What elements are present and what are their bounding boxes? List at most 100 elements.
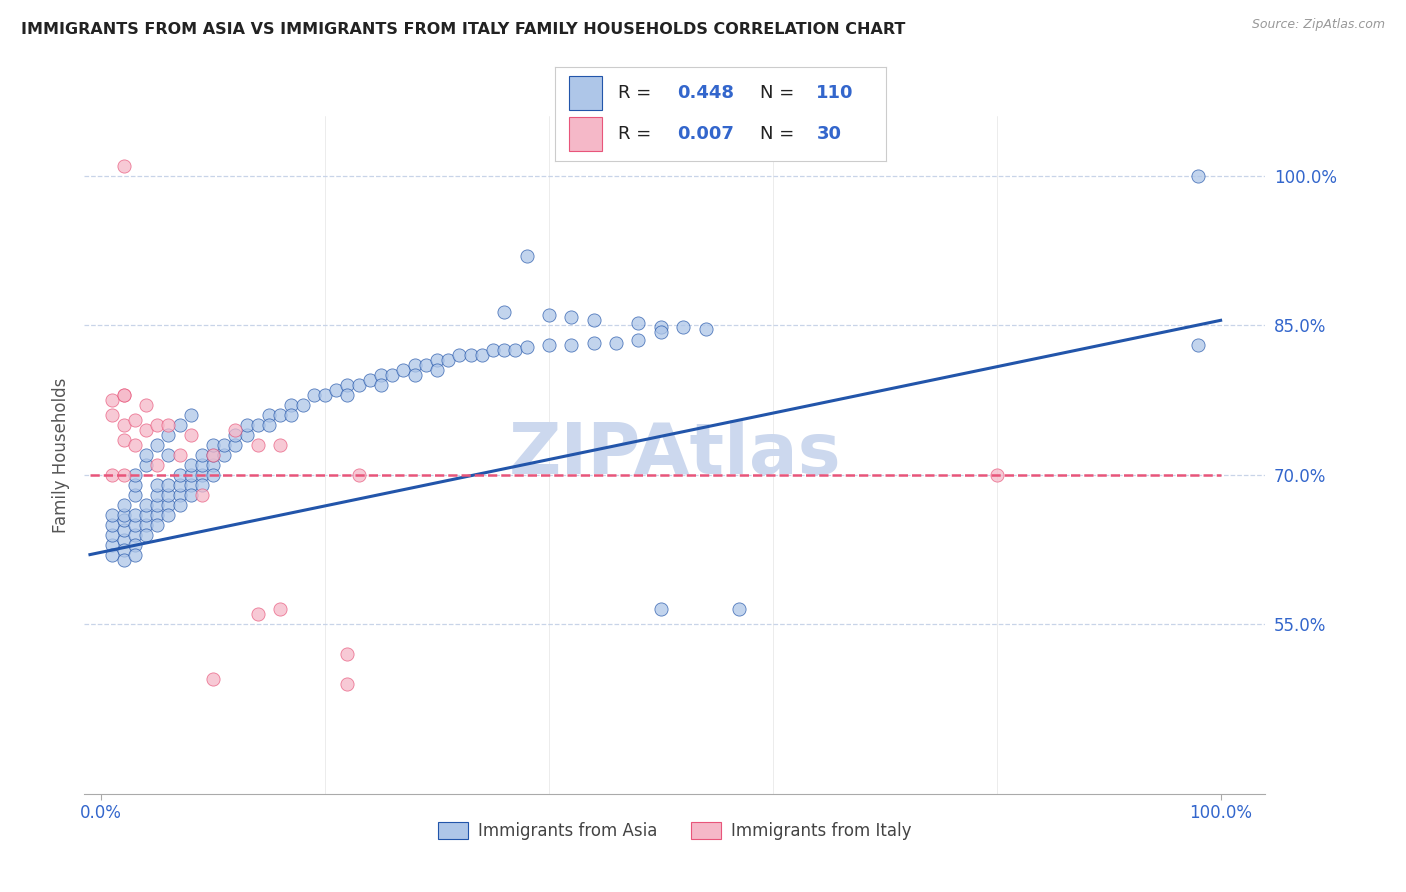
Point bbox=[169, 488, 191, 502]
Point bbox=[157, 488, 180, 502]
Point bbox=[124, 488, 146, 502]
Point bbox=[851, 887, 873, 892]
Point bbox=[135, 398, 157, 412]
Point bbox=[325, 383, 347, 397]
Point bbox=[112, 498, 135, 512]
Point bbox=[124, 527, 146, 541]
Point bbox=[392, 363, 415, 377]
Point bbox=[437, 353, 460, 368]
Point bbox=[169, 467, 191, 482]
Point bbox=[146, 478, 169, 492]
Y-axis label: Family Households: Family Households bbox=[52, 377, 70, 533]
Point bbox=[191, 488, 214, 502]
Point bbox=[460, 348, 482, 362]
Point bbox=[135, 517, 157, 532]
Point bbox=[191, 448, 214, 462]
Point bbox=[146, 417, 169, 432]
Point bbox=[124, 517, 146, 532]
Point bbox=[650, 320, 672, 334]
Point bbox=[214, 448, 236, 462]
Point bbox=[257, 408, 280, 422]
Text: N =: N = bbox=[761, 126, 800, 144]
Text: Source: ZipAtlas.com: Source: ZipAtlas.com bbox=[1251, 18, 1385, 31]
Point bbox=[112, 433, 135, 447]
Point bbox=[347, 378, 370, 392]
Point bbox=[101, 548, 124, 562]
Point bbox=[202, 438, 225, 452]
Point bbox=[449, 348, 471, 362]
Point bbox=[112, 508, 135, 522]
Point bbox=[359, 373, 381, 387]
Point bbox=[169, 498, 191, 512]
Point bbox=[191, 478, 214, 492]
Point bbox=[146, 498, 169, 512]
Text: R =: R = bbox=[619, 84, 657, 102]
Point bbox=[605, 336, 627, 351]
Point bbox=[112, 523, 135, 537]
Point bbox=[336, 677, 359, 691]
Text: 0.448: 0.448 bbox=[678, 84, 734, 102]
Point bbox=[157, 498, 180, 512]
Point bbox=[471, 348, 494, 362]
Text: 30: 30 bbox=[817, 126, 841, 144]
Text: N =: N = bbox=[761, 84, 800, 102]
Point bbox=[537, 309, 560, 323]
Point bbox=[257, 417, 280, 432]
Point bbox=[202, 672, 225, 686]
Point bbox=[347, 467, 370, 482]
Point bbox=[202, 448, 225, 462]
Point bbox=[101, 527, 124, 541]
Point bbox=[101, 393, 124, 408]
Point bbox=[627, 333, 650, 347]
Point bbox=[135, 423, 157, 437]
Point bbox=[135, 448, 157, 462]
Point bbox=[112, 467, 135, 482]
Point bbox=[124, 438, 146, 452]
Point bbox=[146, 458, 169, 472]
Point bbox=[202, 467, 225, 482]
Point bbox=[180, 467, 202, 482]
Point bbox=[426, 363, 449, 377]
Point bbox=[415, 358, 437, 372]
Text: 110: 110 bbox=[817, 84, 853, 102]
Point bbox=[246, 438, 269, 452]
Point bbox=[146, 438, 169, 452]
Point bbox=[672, 320, 695, 334]
Point bbox=[314, 388, 336, 402]
Point bbox=[169, 417, 191, 432]
Point bbox=[157, 478, 180, 492]
Point bbox=[627, 316, 650, 330]
Point bbox=[494, 343, 516, 358]
Legend: Immigrants from Asia, Immigrants from Italy: Immigrants from Asia, Immigrants from It… bbox=[432, 815, 918, 847]
Point bbox=[224, 438, 246, 452]
Point bbox=[560, 310, 582, 325]
Point bbox=[157, 417, 180, 432]
Text: IMMIGRANTS FROM ASIA VS IMMIGRANTS FROM ITALY FAMILY HOUSEHOLDS CORRELATION CHAR: IMMIGRANTS FROM ASIA VS IMMIGRANTS FROM … bbox=[21, 22, 905, 37]
Text: 0.007: 0.007 bbox=[678, 126, 734, 144]
Point bbox=[291, 398, 314, 412]
Point bbox=[157, 428, 180, 442]
Point bbox=[191, 467, 214, 482]
Point bbox=[124, 413, 146, 427]
Point bbox=[112, 417, 135, 432]
Point bbox=[336, 378, 359, 392]
Point bbox=[695, 322, 717, 336]
Point bbox=[582, 313, 605, 327]
Point bbox=[112, 513, 135, 527]
Point bbox=[112, 533, 135, 547]
Point bbox=[101, 408, 124, 422]
Point bbox=[336, 388, 359, 402]
Point bbox=[112, 159, 135, 173]
Point bbox=[112, 552, 135, 566]
Point bbox=[101, 508, 124, 522]
Point bbox=[101, 467, 124, 482]
Point bbox=[112, 388, 135, 402]
Point bbox=[650, 602, 672, 616]
Point bbox=[280, 408, 302, 422]
Point bbox=[1187, 169, 1209, 183]
Point bbox=[381, 368, 404, 383]
Point bbox=[728, 602, 751, 616]
Point bbox=[224, 423, 246, 437]
Point bbox=[302, 388, 325, 402]
Point bbox=[157, 508, 180, 522]
